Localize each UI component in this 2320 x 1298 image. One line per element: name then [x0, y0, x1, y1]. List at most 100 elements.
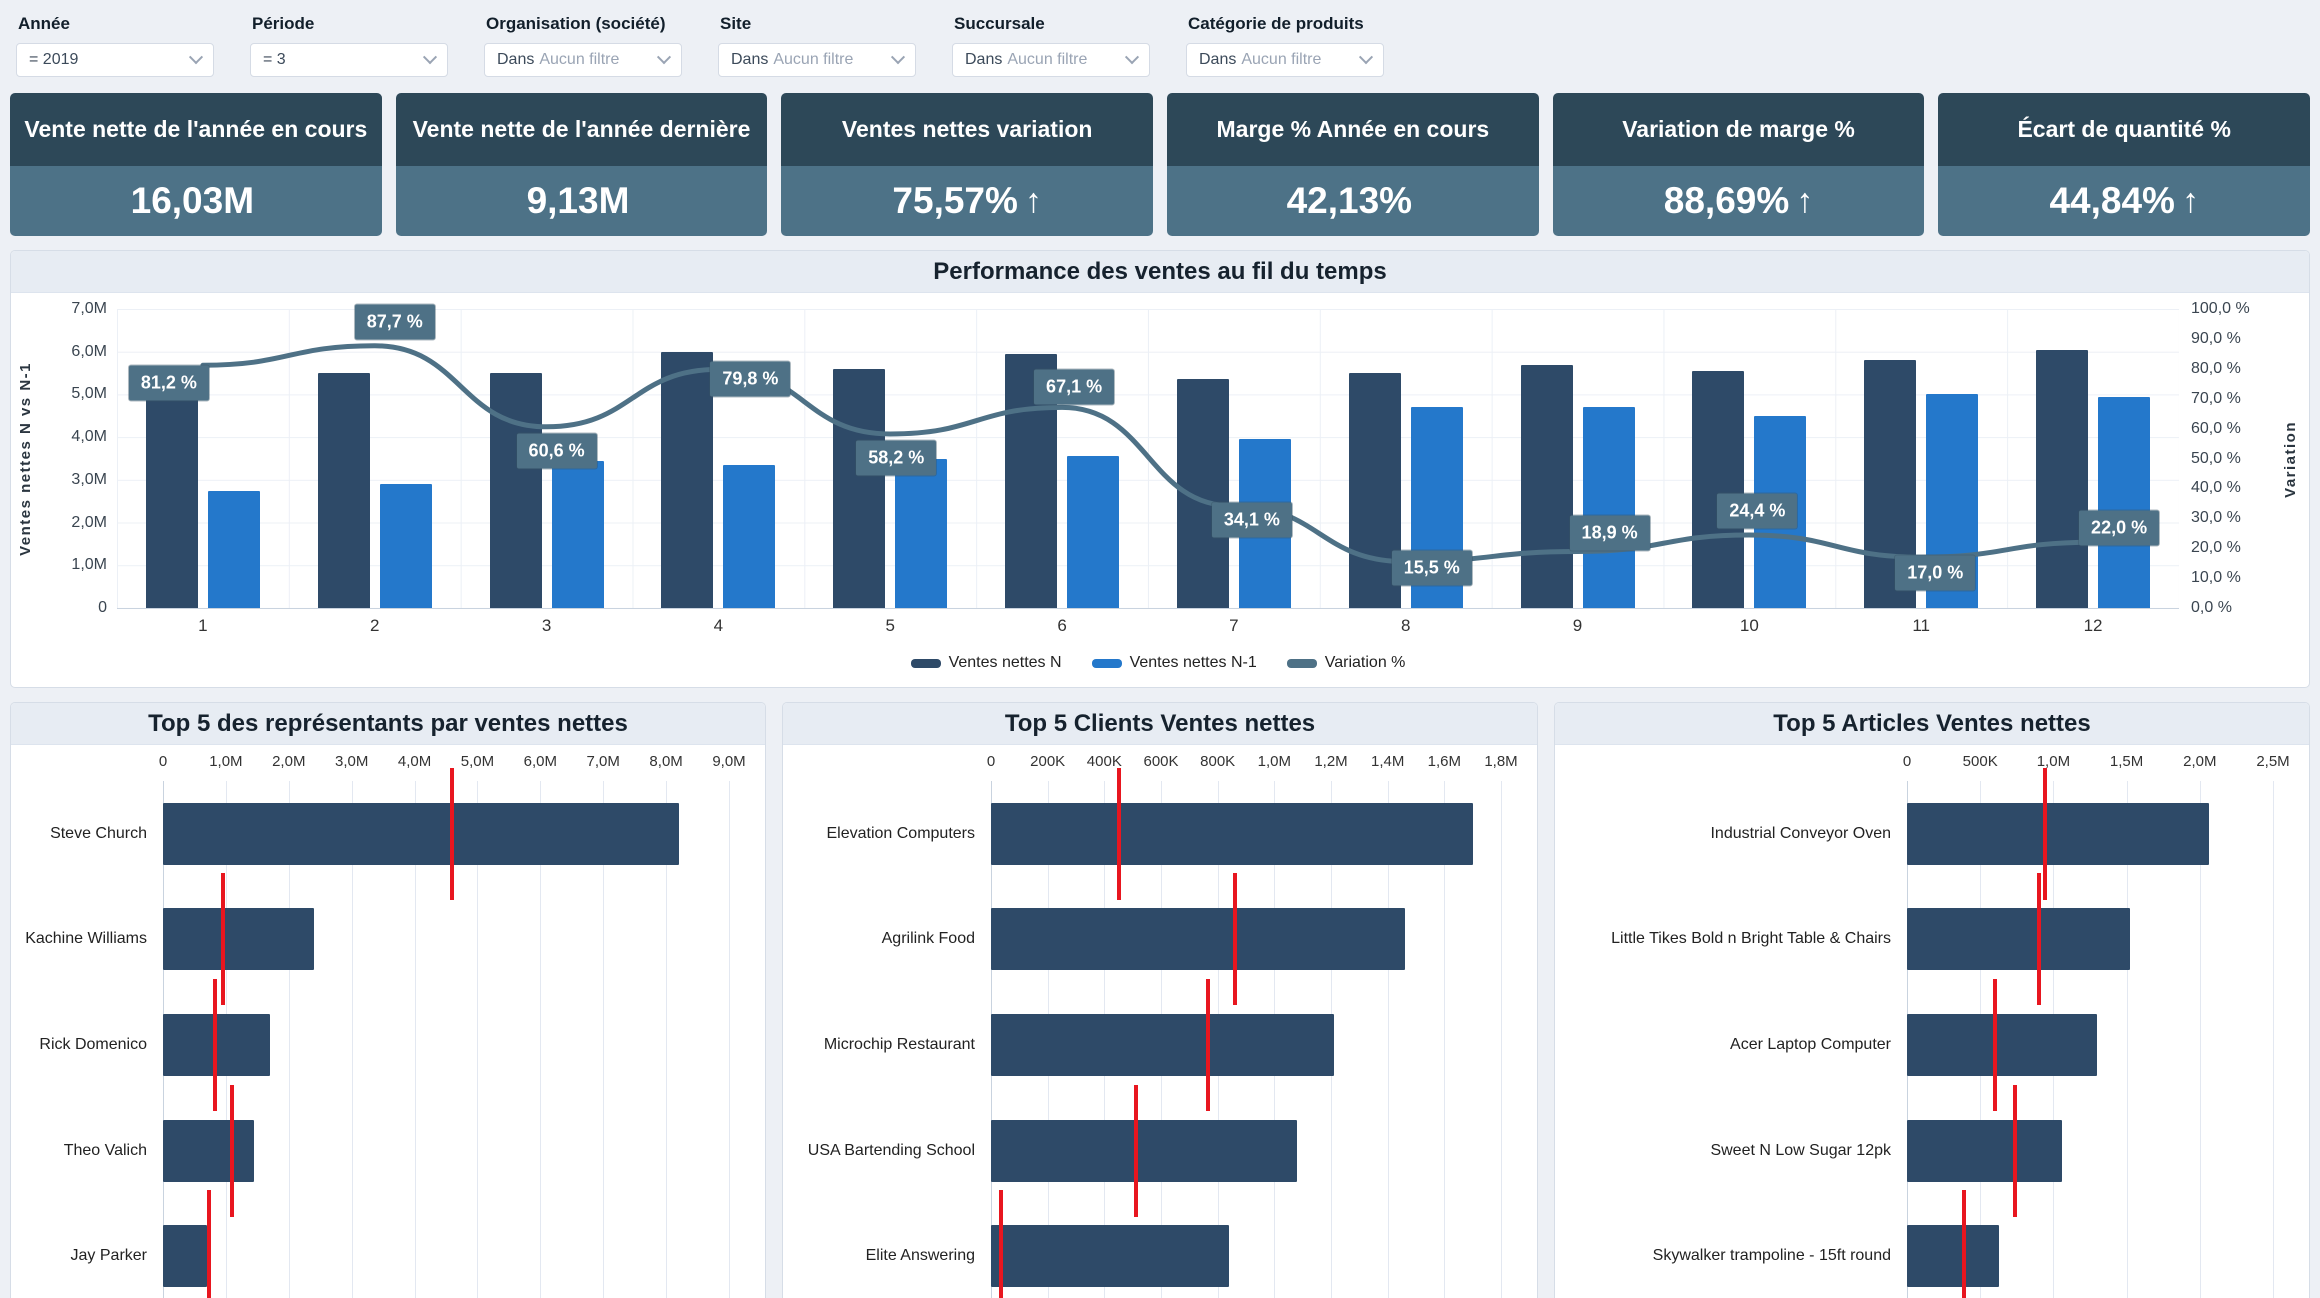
right-axis: 100,0 % 90,0 % 80,0 % 70,0 % 60,0 % 50,0 % 40,… [2179, 300, 2301, 616]
category-label: Kachine Williams [25, 930, 147, 948]
kpi-card-ventes-annee-derniere: Vente nette de l'année dernière 9,13M [395, 93, 768, 236]
bullet-row: Agrilink Food [783, 873, 1537, 1006]
filter-categorie-dropdown[interactable]: Dans Aucun filtre [1186, 43, 1384, 77]
bar-ventes-nettes-n1[interactable] [1067, 456, 1120, 608]
legend-item[interactable]: Ventes nettes N [910, 654, 1062, 672]
variation-data-label[interactable]: 24,4 % [1717, 493, 1798, 529]
value-bar[interactable] [163, 802, 679, 865]
gridline [540, 781, 542, 1298]
filter-succursale-dropdown[interactable]: Dans Aucun filtre [952, 43, 1150, 77]
x-axis-tick: 5,0M [460, 753, 495, 770]
legend-item[interactable]: Ventes nettes N-1 [1091, 654, 1257, 672]
bar-ventes-nettes-n1[interactable] [379, 484, 432, 608]
category-label: Agrilink Food [881, 930, 975, 948]
variation-data-label[interactable]: 67,1 % [1034, 369, 1115, 405]
legend-label: Ventes nettes N [948, 654, 1062, 671]
filter-periode-label: Période [252, 14, 315, 33]
bullet-row: Skywalker trampoline - 15ft round [1555, 1190, 2309, 1298]
variation-data-label[interactable]: 87,7 % [354, 304, 435, 340]
value-bar[interactable] [991, 802, 1473, 865]
kpi-value: 75,57% [892, 180, 1018, 221]
bar-ventes-nettes-n1[interactable] [723, 464, 776, 608]
value-bar[interactable] [991, 1119, 1297, 1182]
target-line [2042, 767, 2047, 900]
bullet-rows: Industrial Conveyor Oven Little Tikes Bol… [1555, 767, 2309, 1298]
gridline [2126, 781, 2128, 1298]
value-bar[interactable] [991, 908, 1405, 971]
target-line [220, 873, 225, 1006]
kpi-card-ventes-variation: Ventes nettes variation 75,57% ↑ [781, 93, 1154, 236]
value-bar[interactable] [163, 908, 314, 971]
y-left-tick: 3,0M [71, 470, 107, 488]
y-right-tick: 10,0 % [2191, 569, 2241, 587]
variation-data-label[interactable]: 22,0 % [2079, 510, 2160, 546]
filter-periode-dropdown[interactable]: = 3 [250, 43, 448, 77]
value-bar[interactable] [1907, 802, 2209, 865]
target-line [1205, 978, 1210, 1111]
variation-data-label[interactable]: 60,6 % [516, 433, 597, 469]
bar-ventes-nettes-n[interactable] [833, 368, 886, 608]
bar-ventes-nettes-n[interactable] [661, 351, 714, 608]
x-axis-tick: 200K [1030, 753, 1066, 770]
gridline [1387, 781, 1389, 1298]
category-label: Microchip Restaurant [823, 1035, 975, 1053]
bar-ventes-nettes-n1[interactable] [551, 460, 604, 608]
bar-ventes-nettes-n[interactable] [489, 373, 542, 608]
month-label: 5 [885, 616, 895, 635]
category-label: Elevation Computers [826, 824, 975, 842]
chevron-down-icon [890, 50, 906, 65]
top5-clients-panel: Top 5 Clients Ventes nettes 0 200K 400K 600… [782, 702, 1538, 1298]
category-label: Skywalker trampoline - 15ft round [1652, 1247, 1891, 1265]
bullet-row: Microchip Restaurant [783, 978, 1537, 1111]
category-label: Theo Valich [63, 1141, 147, 1159]
bar-ventes-nettes-n1[interactable] [2098, 396, 2151, 608]
variation-data-label[interactable]: 34,1 % [1211, 502, 1292, 538]
variation-data-label[interactable]: 79,8 % [710, 361, 791, 397]
bar-ventes-nettes-n1[interactable] [1582, 407, 1635, 608]
variation-data-label[interactable]: 17,0 % [1895, 555, 1976, 591]
bar-ventes-nettes-n[interactable] [145, 394, 198, 608]
bullet-row: Industrial Conveyor Oven [1555, 767, 2309, 900]
variation-data-label[interactable]: 15,5 % [1391, 550, 1472, 586]
x-axis-tick: 6,0M [523, 753, 558, 770]
bar-ventes-nettes-n[interactable] [1692, 370, 1745, 608]
value-bar[interactable] [1907, 1013, 2098, 1076]
value-bar[interactable] [1907, 908, 2130, 971]
category-label: Steve Church [50, 824, 147, 842]
filter-site-dropdown[interactable]: Dans Aucun filtre [718, 43, 916, 77]
variation-data-label[interactable]: 58,2 % [856, 440, 937, 476]
bullet-row: Acer Laptop Computer [1555, 978, 2309, 1111]
sales-performance-title: Performance des ventes au fil du temps [11, 251, 2309, 293]
chevron-down-icon [422, 50, 438, 65]
target-line [998, 1190, 1003, 1298]
month-label: 9 [1572, 616, 1583, 635]
value-bar[interactable] [991, 1225, 1229, 1288]
value-bar[interactable] [991, 1013, 1334, 1076]
filter-categorie-muted: Aucun filtre [1241, 51, 1322, 68]
bar-ventes-nettes-n1[interactable] [895, 458, 948, 608]
x-axis-tick: 8,0M [649, 753, 683, 770]
bullet-row: Little Tikes Bold n Bright Table & Chair… [1555, 873, 2309, 1006]
bar-ventes-nettes-n1[interactable] [207, 490, 260, 608]
variation-data-label[interactable]: 18,9 % [1569, 515, 1650, 551]
bar-ventes-nettes-n[interactable] [2036, 349, 2089, 608]
kpi-title: Vente nette de l'année en cours [10, 93, 382, 166]
variation-data-label[interactable]: 81,2 % [128, 365, 209, 401]
target-line [1992, 978, 1997, 1111]
value-bar[interactable] [163, 1225, 208, 1288]
filter-organisation-value: Dans [497, 51, 535, 68]
bar-ventes-nettes-n[interactable] [1520, 364, 1573, 608]
filter-organisation-dropdown[interactable]: Dans Aucun filtre [484, 43, 682, 77]
category-label: Little Tikes Bold n Bright Table & Chair… [1611, 930, 1891, 948]
bar-ventes-nettes-n[interactable] [317, 373, 370, 608]
x-axis-tick: 1,5M [2109, 753, 2144, 770]
value-bar[interactable] [1907, 1119, 2063, 1182]
gridline [603, 781, 605, 1298]
value-bar[interactable] [1907, 1225, 2000, 1288]
legend-item[interactable]: Variation % [1286, 654, 1405, 672]
chart-legend: Ventes nettes N Ventes nettes N-1 Variatio… [15, 643, 2301, 683]
value-bar[interactable] [163, 1119, 255, 1182]
month-label: 12 [2083, 616, 2103, 635]
filter-annee-dropdown[interactable]: = 2019 [16, 43, 214, 77]
